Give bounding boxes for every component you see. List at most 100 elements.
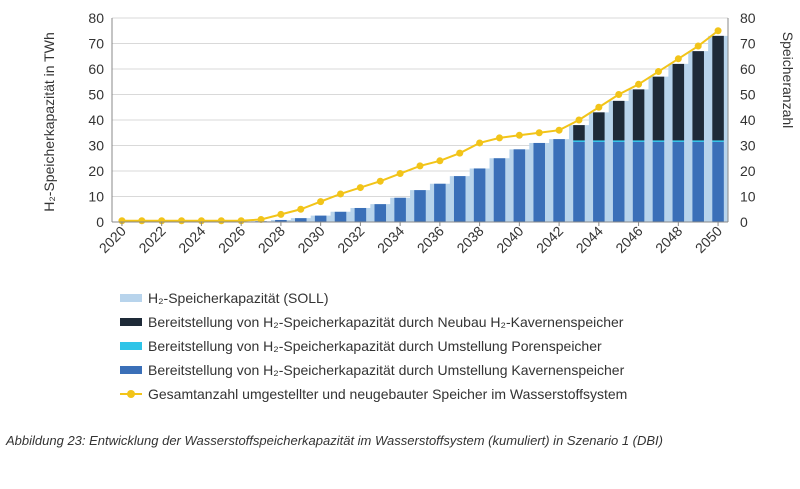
storage-count-point [138, 217, 146, 225]
bar-neubau [632, 89, 645, 141]
bar-neubau [593, 112, 605, 141]
storage-count-line [118, 27, 722, 225]
gridlines [112, 17, 728, 223]
storage-count-point [595, 103, 603, 111]
bar-kavernenspeicher [593, 141, 605, 222]
bar-porenspeicher [612, 140, 625, 142]
bar-kavernenspeicher [275, 219, 287, 222]
legend-label: Gesamtanzahl umgestellter und neugebaute… [148, 386, 628, 402]
x-tick-label: 2036 [414, 223, 447, 256]
legend-label: Bereitstellung von H₂-Speicherkapazität … [148, 338, 602, 354]
legend-swatch-neubau [120, 318, 142, 326]
bar-kavernenspeicher [553, 139, 565, 222]
legend-label: Bereitstellung von H₂-Speicherkapazität … [148, 362, 625, 378]
legend-item-soll: H₂-Speicherkapazität (SOLL) [120, 286, 627, 310]
bar-neubau [672, 63, 685, 141]
y-tick-label: 10 [88, 189, 104, 205]
bar-porenspeicher [712, 140, 724, 142]
y-tick-label: 50 [88, 87, 104, 103]
storage-count-point [277, 210, 285, 218]
y2-axis-label: Speicheranzahl [780, 32, 796, 129]
storage-count-point [337, 190, 345, 198]
x-tick-label: 2026 [215, 223, 248, 256]
legend-label: Bereitstellung von H₂-Speicherkapazität … [148, 314, 624, 330]
bar-kavernenspeicher [394, 197, 406, 222]
y-tick-label: 30 [88, 138, 104, 154]
bar-kavernenspeicher [652, 141, 665, 222]
storage-count-point [555, 126, 563, 134]
storage-count-point [317, 198, 325, 206]
legend-swatch-gesamtanzahl [120, 389, 142, 399]
storage-count-point [416, 162, 424, 170]
legend-swatch-kavernenspeicher [120, 366, 142, 374]
y-tick-label: 20 [88, 163, 104, 179]
legend-item-neubau: Bereitstellung von H₂-Speicherkapazität … [120, 310, 627, 334]
y-tick-label: 0 [96, 214, 104, 230]
y-tick-label: 80 [88, 10, 104, 26]
storage-count-point [535, 129, 543, 137]
storage-count-point [376, 177, 384, 185]
x-tick-label: 2038 [453, 223, 486, 256]
storage-count-point [575, 116, 583, 124]
storage-count-point [297, 205, 305, 213]
bar-kavernenspeicher [414, 190, 426, 222]
bar-kavernenspeicher [374, 204, 387, 222]
legend-label: H₂-Speicherkapazität (SOLL) [148, 290, 329, 306]
bar-neubau [612, 100, 625, 141]
storage-count-point [456, 149, 464, 157]
figure-caption: Abbildung 23: Entwicklung der Wasserstof… [6, 433, 664, 448]
storage-count-point [635, 80, 643, 88]
y2-tick-label: 20 [740, 163, 756, 179]
bar-kavernenspeicher [573, 141, 585, 222]
storage-count-point [495, 134, 503, 142]
y2-tick-label: 50 [740, 87, 756, 103]
bar-kavernenspeicher [533, 142, 545, 222]
y2-tick-label: 60 [740, 61, 756, 77]
x-tick-label: 2042 [533, 223, 566, 256]
storage-count-point [436, 157, 444, 165]
legend-item-gesamtanzahl: Gesamtanzahl umgestellter und neugebaute… [120, 382, 627, 406]
bar-neubau [573, 125, 585, 141]
x-tick-label: 2034 [374, 223, 407, 256]
legend-swatch-soll [120, 294, 142, 302]
bar-kavernenspeicher [672, 141, 685, 222]
storage-count-point [396, 170, 404, 178]
y-tick-label: 40 [88, 112, 104, 128]
bar-porenspeicher [593, 140, 605, 142]
bar-kavernenspeicher [493, 158, 506, 222]
bar-kavernenspeicher [513, 149, 526, 222]
bar-kavernenspeicher [434, 183, 446, 222]
y2-tick-label: 80 [740, 10, 756, 26]
bar-kavernenspeicher [712, 141, 724, 222]
bar-kavernenspeicher [453, 176, 466, 222]
storage-count-point [476, 139, 484, 147]
bar-kavernenspeicher [632, 141, 645, 222]
legend-swatch-porenspeicher [120, 342, 142, 350]
storage-count-point [515, 131, 523, 139]
storage-count-point [714, 27, 722, 35]
storage-count-point [356, 184, 364, 192]
x-tick-label: 2028 [255, 223, 288, 256]
x-tick-label: 2046 [612, 223, 645, 256]
legend-item-porenspeicher: Bereitstellung von H₂-Speicherkapazität … [120, 334, 627, 358]
y2-tick-label: 10 [740, 189, 756, 205]
x-tick-label: 2044 [573, 223, 606, 256]
bar-kavernenspeicher [692, 141, 704, 222]
legend-item-kavernenspeicher: Bereitstellung von H₂-Speicherkapazität … [120, 358, 627, 382]
bar-porenspeicher [672, 140, 685, 142]
y-tick-label: 70 [88, 36, 104, 52]
x-tick-label: 2050 [692, 223, 725, 256]
bar-kavernenspeicher [334, 211, 347, 222]
x-tick-label: 2032 [334, 223, 367, 256]
bar-porenspeicher [692, 140, 704, 142]
bar-kavernenspeicher [314, 215, 327, 222]
bars [255, 35, 724, 222]
storage-count-point [654, 68, 662, 76]
x-tick-label: 2022 [135, 223, 168, 256]
bar-porenspeicher [632, 140, 645, 142]
bar-kavernenspeicher [354, 207, 367, 222]
bar-neubau [652, 76, 665, 141]
y2-tick-label: 70 [740, 36, 756, 52]
storage-count-point [257, 215, 265, 223]
